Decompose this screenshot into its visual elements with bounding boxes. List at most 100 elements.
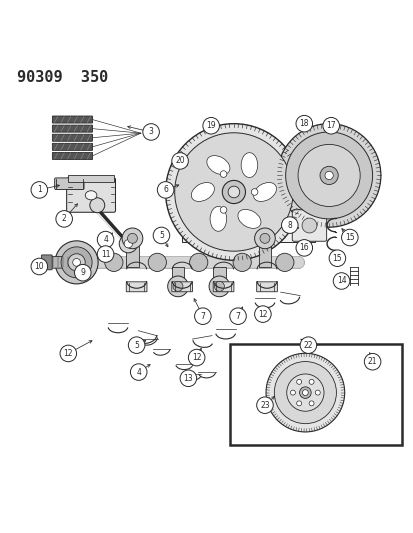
FancyBboxPatch shape <box>41 255 52 270</box>
Text: 12: 12 <box>258 310 267 319</box>
Text: 90309  350: 90309 350 <box>17 70 107 85</box>
Text: 11: 11 <box>101 249 110 259</box>
Circle shape <box>124 240 132 248</box>
Circle shape <box>299 337 316 353</box>
Circle shape <box>363 353 380 370</box>
Circle shape <box>341 229 357 246</box>
Text: 16: 16 <box>299 244 309 252</box>
Circle shape <box>153 227 169 244</box>
Circle shape <box>214 281 224 292</box>
FancyBboxPatch shape <box>126 282 147 292</box>
Circle shape <box>296 379 301 384</box>
FancyBboxPatch shape <box>171 282 192 292</box>
FancyBboxPatch shape <box>256 282 277 292</box>
Circle shape <box>319 166 337 184</box>
Circle shape <box>295 240 312 256</box>
Polygon shape <box>171 268 184 292</box>
Polygon shape <box>213 268 225 292</box>
Text: 12: 12 <box>192 353 201 362</box>
Circle shape <box>60 345 76 362</box>
Text: 3: 3 <box>148 127 153 136</box>
Circle shape <box>286 374 323 411</box>
Text: 10: 10 <box>34 262 44 271</box>
Circle shape <box>209 276 229 297</box>
Circle shape <box>68 254 85 271</box>
Circle shape <box>157 182 173 198</box>
Text: 22: 22 <box>303 341 312 350</box>
Circle shape <box>328 250 345 266</box>
Circle shape <box>332 273 349 289</box>
Text: 17: 17 <box>325 121 335 130</box>
Circle shape <box>302 390 308 395</box>
Circle shape <box>56 211 72 227</box>
Text: 6: 6 <box>163 185 168 195</box>
Circle shape <box>259 233 269 244</box>
Circle shape <box>309 401 313 406</box>
Circle shape <box>189 253 207 271</box>
Text: 18: 18 <box>299 119 308 128</box>
Text: 15: 15 <box>344 233 354 242</box>
FancyBboxPatch shape <box>55 178 84 190</box>
Text: 7: 7 <box>200 312 205 321</box>
Text: 14: 14 <box>336 277 346 286</box>
Circle shape <box>119 235 137 253</box>
Circle shape <box>222 180 245 204</box>
Circle shape <box>254 228 275 249</box>
FancyBboxPatch shape <box>49 256 73 268</box>
Circle shape <box>233 253 251 271</box>
Circle shape <box>315 390 320 395</box>
Text: 9: 9 <box>80 268 85 277</box>
Circle shape <box>228 186 239 198</box>
FancyBboxPatch shape <box>52 152 92 159</box>
Ellipse shape <box>237 209 260 228</box>
Text: 23: 23 <box>259 401 269 410</box>
Ellipse shape <box>85 191 97 200</box>
Text: 13: 13 <box>183 374 193 383</box>
Text: 4: 4 <box>136 368 141 377</box>
Circle shape <box>194 308 211 325</box>
Ellipse shape <box>253 182 276 201</box>
Ellipse shape <box>209 206 226 231</box>
Circle shape <box>309 379 313 384</box>
Circle shape <box>73 259 80 266</box>
Text: 2: 2 <box>62 214 66 223</box>
Text: 15: 15 <box>332 254 342 263</box>
Circle shape <box>324 171 332 180</box>
Circle shape <box>202 117 219 134</box>
Circle shape <box>220 207 226 213</box>
Circle shape <box>251 189 257 195</box>
FancyBboxPatch shape <box>292 210 326 241</box>
FancyBboxPatch shape <box>52 134 92 141</box>
Circle shape <box>180 370 196 386</box>
Circle shape <box>290 390 295 395</box>
Circle shape <box>220 171 226 177</box>
Text: 20: 20 <box>175 156 185 165</box>
Bar <box>68 175 114 182</box>
Text: 12: 12 <box>64 349 73 358</box>
Circle shape <box>173 281 183 292</box>
Circle shape <box>97 246 114 262</box>
Circle shape <box>165 124 301 260</box>
Text: 19: 19 <box>206 121 216 130</box>
Circle shape <box>174 133 292 251</box>
Circle shape <box>122 228 142 249</box>
Polygon shape <box>126 233 138 268</box>
FancyBboxPatch shape <box>52 143 92 150</box>
Circle shape <box>74 264 91 281</box>
Circle shape <box>104 253 123 271</box>
Ellipse shape <box>191 182 214 201</box>
Text: 4: 4 <box>103 235 108 244</box>
FancyBboxPatch shape <box>213 282 233 292</box>
Circle shape <box>277 124 380 227</box>
Text: 21: 21 <box>367 357 376 366</box>
Circle shape <box>61 247 92 278</box>
Text: 5: 5 <box>134 341 139 350</box>
Circle shape <box>295 115 312 132</box>
Circle shape <box>127 233 137 244</box>
Circle shape <box>167 276 188 297</box>
FancyBboxPatch shape <box>52 116 92 123</box>
Ellipse shape <box>240 152 257 177</box>
Circle shape <box>148 253 166 271</box>
Text: 1: 1 <box>37 185 42 195</box>
Circle shape <box>90 198 104 213</box>
